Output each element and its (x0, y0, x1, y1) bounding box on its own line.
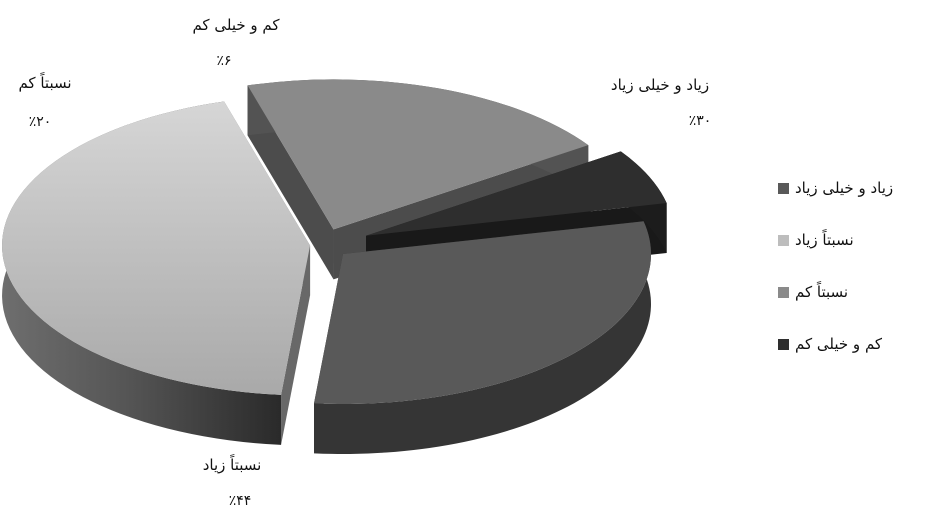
pie-slice-wall (247, 85, 334, 280)
legend-label: کم و خیلی کم (795, 335, 883, 353)
legend-swatch (778, 182, 789, 194)
legend-swatch (778, 338, 789, 350)
legend-item: نسبتاً زیاد (778, 230, 938, 250)
legend-item: نسبتاً کم (778, 282, 938, 302)
slice-category-label: زیاد و خیلی زیاد (611, 76, 709, 94)
pie-slice-top (2, 101, 311, 395)
legend-swatch (778, 286, 789, 298)
pie-slice (2, 101, 311, 445)
slice-category-label: نسبتاً کم (18, 72, 71, 92)
pie-slice-top (366, 151, 667, 236)
slice-value-label: ٪۲۰ (29, 114, 52, 130)
pie-slice-wall (281, 245, 311, 445)
pie-slice-side (314, 221, 652, 455)
legend-label: نسبتاً کم (795, 283, 849, 301)
legend-label: نسبتاً زیاد (795, 231, 854, 249)
pie-slice-top (314, 221, 652, 405)
pie-slice-top (247, 79, 589, 230)
slice-value-label: ٪۴۴ (229, 493, 252, 509)
slice-category-label: نسبتاً زیاد (203, 454, 262, 474)
pie-slice (314, 221, 652, 455)
legend: زیاد و خیلی زیاد نسبتاً زیاد نسبتاً کم ک… (778, 178, 938, 386)
legend-swatch (778, 234, 789, 246)
slice-value-label: ٪۶ (216, 53, 231, 69)
slice-category-label: کم و خیلی کم (192, 16, 280, 34)
legend-label: زیاد و خیلی زیاد (795, 179, 894, 197)
legend-item: زیاد و خیلی زیاد (778, 178, 938, 198)
legend-item: کم و خیلی کم (778, 334, 938, 354)
slice-value-label: ٪۳۰ (689, 113, 712, 129)
